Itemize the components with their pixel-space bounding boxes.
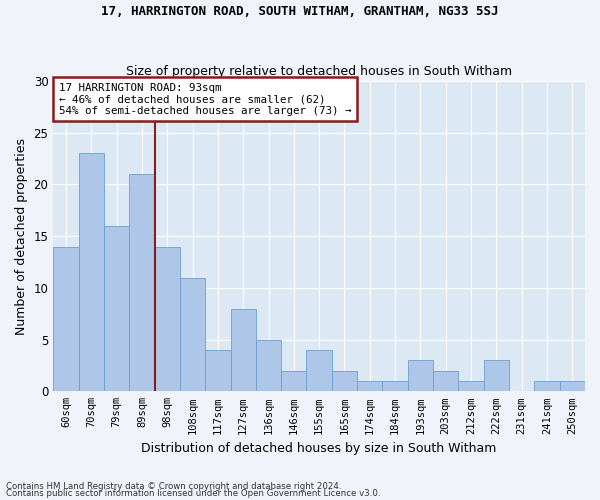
Bar xyxy=(433,370,458,392)
Bar xyxy=(104,226,129,392)
Bar xyxy=(357,381,382,392)
Bar xyxy=(79,154,104,392)
Bar xyxy=(53,246,79,392)
Text: 17, HARRINGTON ROAD, SOUTH WITHAM, GRANTHAM, NG33 5SJ: 17, HARRINGTON ROAD, SOUTH WITHAM, GRANT… xyxy=(101,5,499,18)
Text: Contains HM Land Registry data © Crown copyright and database right 2024.: Contains HM Land Registry data © Crown c… xyxy=(6,482,341,491)
Bar xyxy=(155,246,180,392)
Bar xyxy=(180,278,205,392)
Bar xyxy=(307,350,332,392)
Bar xyxy=(281,370,307,392)
Y-axis label: Number of detached properties: Number of detached properties xyxy=(15,138,28,334)
Text: 17 HARRINGTON ROAD: 93sqm
← 46% of detached houses are smaller (62)
54% of semi-: 17 HARRINGTON ROAD: 93sqm ← 46% of detac… xyxy=(59,82,351,116)
Bar xyxy=(256,340,281,392)
Bar xyxy=(129,174,155,392)
Bar xyxy=(560,381,585,392)
Bar xyxy=(205,350,230,392)
Bar xyxy=(382,381,408,392)
Text: Contains public sector information licensed under the Open Government Licence v3: Contains public sector information licen… xyxy=(6,490,380,498)
Bar xyxy=(408,360,433,392)
Bar xyxy=(332,370,357,392)
Bar xyxy=(484,360,509,392)
Bar xyxy=(458,381,484,392)
Bar xyxy=(230,308,256,392)
Bar xyxy=(535,381,560,392)
Title: Size of property relative to detached houses in South Witham: Size of property relative to detached ho… xyxy=(126,66,512,78)
X-axis label: Distribution of detached houses by size in South Witham: Distribution of detached houses by size … xyxy=(142,442,497,455)
